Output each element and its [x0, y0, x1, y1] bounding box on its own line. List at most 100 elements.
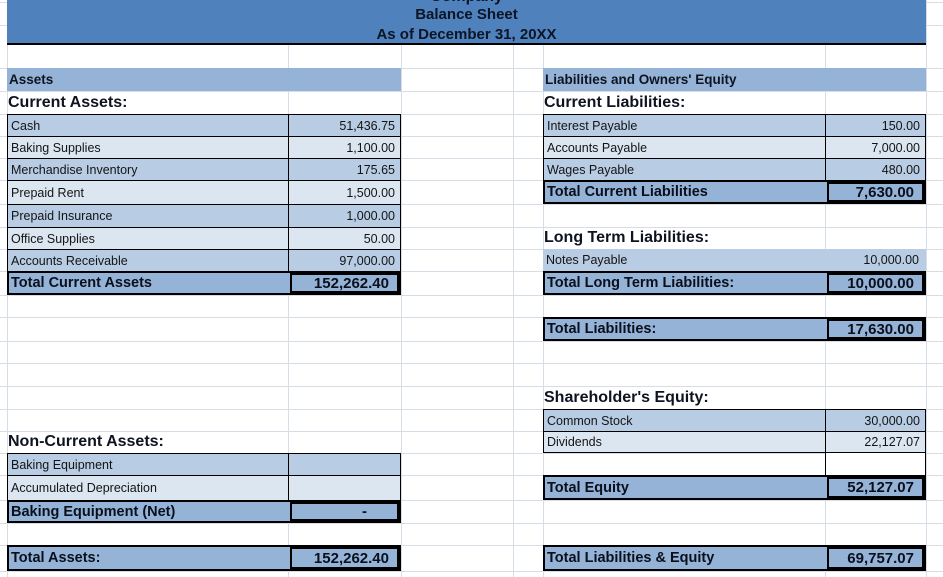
cell-label[interactable]: Current Liabilities: — [544, 93, 686, 111]
cell-label[interactable]: Accumulated Depreciation — [7, 475, 288, 500]
cell-label[interactable]: Office Supplies — [7, 227, 288, 249]
sheet-row[interactable]: Current Assets: — [7, 91, 401, 114]
sheet-row[interactable]: Notes Payable 10,000.00 — [543, 249, 926, 271]
cell-value[interactable]: 150.00 — [825, 114, 926, 136]
cell-label[interactable]: Baking Supplies — [7, 136, 288, 158]
cell-label[interactable]: Liabilities and Owners' Equity — [545, 72, 737, 87]
sheet-row[interactable]: Merchandise Inventory 175.65 — [7, 158, 401, 180]
sheet-row[interactable]: Non-Current Assets: — [7, 431, 401, 453]
cell-value[interactable]: 480.00 — [825, 158, 926, 180]
sheet-row[interactable]: Baking Equipment — [7, 453, 401, 475]
sheet-row[interactable]: Long Term Liabilities: — [543, 227, 926, 249]
cell-label[interactable]: Cash — [7, 114, 288, 136]
sheet-row[interactable]: Total Liabilities & Equity 69,757.07 — [543, 545, 926, 571]
empty-row[interactable] — [543, 341, 926, 363]
cell-value[interactable] — [288, 475, 401, 500]
sheet-row[interactable]: Accumulated Depreciation — [7, 475, 401, 500]
sheet-row[interactable]: Common Stock 30,000.00 — [543, 409, 926, 431]
sheet-row[interactable]: Total Equity 52,127.07 — [543, 475, 926, 500]
cell-label[interactable]: Total Long Term Liabilities: — [547, 275, 735, 291]
sheet-row[interactable]: Total Assets: 152,262.40 — [7, 545, 401, 571]
cell-value[interactable]: 97,000.00 — [288, 249, 401, 271]
empty-row[interactable] — [7, 341, 401, 363]
sheet-row[interactable]: Total Current Liabilities 7,630.00 — [543, 180, 926, 204]
cell-label[interactable]: Current Assets: — [8, 93, 128, 111]
sheet-row[interactable]: Total Long Term Liabilities: 10,000.00 — [543, 271, 926, 295]
sheet-row[interactable]: Prepaid Insurance 1,000.00 — [7, 204, 401, 227]
cell-label[interactable]: Total Equity — [547, 479, 629, 496]
cell-value[interactable]: 152,262.40 — [290, 273, 399, 293]
cell-label[interactable]: Total Liabilities: — [547, 321, 657, 337]
cell-label[interactable]: Common Stock — [543, 409, 825, 431]
cell-value[interactable]: 152,262.40 — [290, 547, 399, 569]
sheet-row[interactable] — [543, 453, 926, 475]
cell-value[interactable]: 1,000.00 — [288, 204, 401, 227]
title-band-cell[interactable]: Company Balance Sheet As of December 31,… — [7, 0, 926, 45]
cell-label[interactable]: Total Liabilities & Equity — [547, 550, 715, 566]
sheet-row[interactable]: Total Current Assets 152,262.40 — [7, 271, 401, 295]
sheet-row[interactable]: Prepaid Rent 1,500.00 — [7, 180, 401, 204]
cell-value[interactable]: 51,436.75 — [288, 114, 401, 136]
empty-row[interactable] — [543, 295, 926, 317]
cell-value[interactable]: 10,000.00 — [827, 273, 924, 293]
cell-value[interactable]: 22,127.07 — [825, 431, 926, 453]
cell-label[interactable]: Accounts Receivable — [7, 249, 288, 271]
empty-row[interactable] — [7, 386, 401, 409]
sheet-row[interactable]: Cash 51,436.75 — [7, 114, 401, 136]
cell-value[interactable]: 10,000.00 — [863, 253, 919, 267]
cell-value[interactable]: 1,500.00 — [288, 180, 401, 204]
cell-label[interactable]: Wages Payable — [543, 158, 825, 180]
empty-row[interactable] — [7, 317, 401, 341]
empty-row[interactable] — [543, 204, 926, 227]
cell-value[interactable]: 52,127.07 — [827, 477, 924, 498]
cell-label[interactable]: Merchandise Inventory — [7, 158, 288, 180]
cell-value[interactable]: 1,100.00 — [288, 136, 401, 158]
sheet-row[interactable]: Accounts Payable 7,000.00 — [543, 136, 926, 158]
sheet-row[interactable]: Interest Payable 150.00 — [543, 114, 926, 136]
sheet-row[interactable]: Baking Equipment (Net) - — [7, 500, 401, 523]
cell-label[interactable]: Assets — [9, 72, 54, 87]
cell-label[interactable]: Prepaid Rent — [7, 180, 288, 204]
cell-label[interactable]: Baking Equipment (Net) — [11, 503, 176, 520]
sheet-row[interactable]: Baking Supplies 1,100.00 — [7, 136, 401, 158]
cell-value[interactable] — [288, 453, 401, 475]
cell-label[interactable]: Accounts Payable — [543, 136, 825, 158]
empty-row[interactable] — [7, 363, 401, 386]
cell-label[interactable]: Non-Current Assets: — [8, 433, 164, 450]
cell-label[interactable]: Total Current Assets — [11, 275, 152, 291]
sheet-row[interactable]: Office Supplies 50.00 — [7, 227, 401, 249]
sheet-row[interactable]: Accounts Receivable 97,000.00 — [7, 249, 401, 271]
sheet-row[interactable]: Total Liabilities: 17,630.00 — [543, 317, 926, 341]
cell-value[interactable]: 17,630.00 — [827, 319, 924, 339]
cell-label[interactable]: Long Term Liabilities: — [544, 229, 710, 246]
cell-label[interactable]: Prepaid Insurance — [7, 204, 288, 227]
sheet-row[interactable]: Liabilities and Owners' Equity — [543, 68, 926, 91]
sheet-row[interactable]: Wages Payable 480.00 — [543, 158, 926, 180]
sheet-row[interactable]: Dividends 22,127.07 — [543, 431, 926, 453]
cell-value[interactable]: - — [290, 502, 399, 521]
cell-label[interactable]: Interest Payable — [543, 114, 825, 136]
cell-value[interactable]: 69,757.07 — [827, 547, 924, 569]
cell-label[interactable]: Notes Payable — [546, 253, 628, 267]
empty-row[interactable] — [7, 523, 401, 545]
empty-row[interactable] — [7, 295, 401, 317]
empty-row[interactable] — [543, 500, 926, 523]
cell-value[interactable]: 7,000.00 — [825, 136, 926, 158]
empty-row[interactable] — [543, 523, 926, 545]
cell-label[interactable]: Shareholder's Equity: — [544, 388, 709, 406]
cell-label[interactable]: Total Current Liabilities — [547, 184, 708, 200]
empty-row[interactable] — [543, 363, 926, 386]
cell-label[interactable]: Baking Equipment — [7, 453, 288, 475]
cell-label[interactable]: Dividends — [543, 431, 825, 453]
cell-label[interactable]: Total Assets: — [11, 550, 101, 566]
cell-value[interactable]: 50.00 — [288, 227, 401, 249]
sheet-row[interactable]: Shareholder's Equity: — [543, 386, 926, 409]
sheet-row[interactable]: Assets — [7, 68, 401, 91]
empty-row[interactable] — [7, 409, 401, 431]
cell-value[interactable]: 30,000.00 — [825, 409, 926, 431]
sheet-row[interactable]: Current Liabilities: — [543, 91, 926, 114]
cell-value[interactable]: 7,630.00 — [827, 182, 924, 202]
cell-value[interactable]: 175.65 — [288, 158, 401, 180]
cell-value[interactable] — [825, 453, 926, 475]
cell-label[interactable] — [543, 453, 825, 475]
